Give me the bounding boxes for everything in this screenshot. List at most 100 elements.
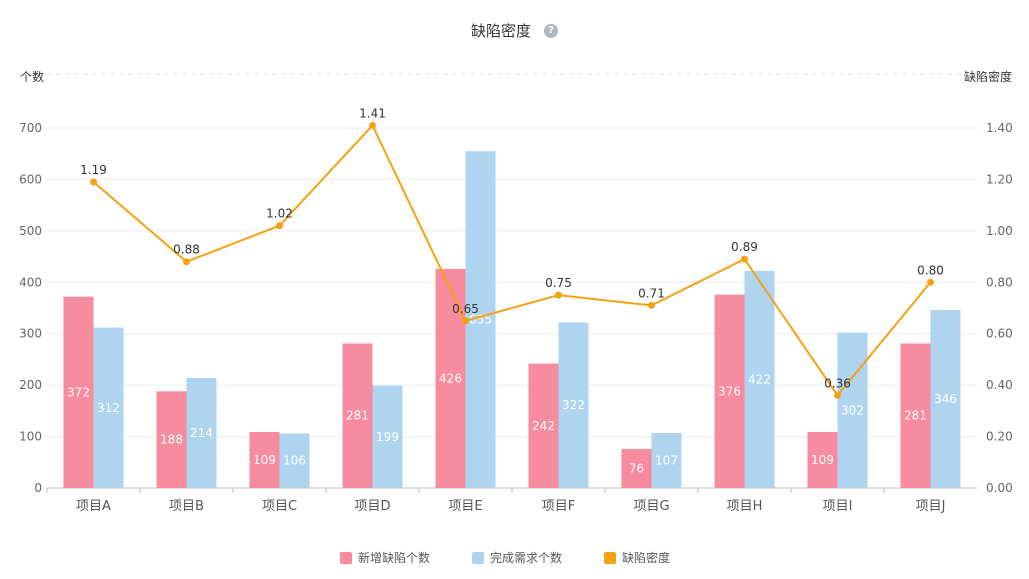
left-tick-label: 100	[19, 430, 42, 444]
chart-title-bar: 缺陷密度 ?	[0, 20, 1029, 44]
bar-value-label: 199	[376, 430, 399, 444]
bar-value-label: 109	[253, 453, 276, 467]
right-tick-label: 0.80	[986, 275, 1013, 289]
x-tick-label: 项目F	[542, 499, 575, 514]
bar-value-label: 214	[190, 426, 213, 440]
legend-swatch	[340, 551, 352, 564]
bar-completed-requirements	[558, 322, 589, 488]
x-tick-label: 项目J	[916, 499, 946, 514]
legend-label: 完成需求个数	[490, 551, 563, 565]
bar-new-defects	[714, 294, 745, 488]
bar-value-label: 312	[97, 401, 120, 415]
x-tick-label: 项目B	[169, 499, 204, 514]
x-tick-label: 项目C	[262, 499, 297, 514]
defect-density-label: 1.02	[266, 207, 293, 221]
bar-new-defects	[63, 296, 94, 488]
x-tick-label: 项目G	[633, 499, 669, 514]
bar-new-defects	[435, 268, 466, 488]
bar-value-label: 281	[904, 409, 927, 423]
left-axis-title: 个数	[20, 70, 45, 84]
defect-density-label: 0.65	[452, 302, 479, 316]
x-tick-label: 项目A	[76, 499, 111, 514]
bar-value-label: 107	[655, 453, 678, 467]
bar-completed-requirements	[93, 327, 124, 488]
x-tick-label: 项目H	[727, 499, 763, 514]
defect-density-label: 0.36	[824, 376, 851, 390]
bar-value-label: 188	[160, 433, 183, 447]
right-tick-label: 1.00	[986, 224, 1013, 238]
defect-density-point	[90, 178, 97, 186]
legend-item-defect-density[interactable]: 缺陷密度	[604, 549, 670, 566]
legend-swatch	[604, 551, 616, 564]
defect-density-point	[648, 301, 655, 309]
bar-new-defects	[528, 363, 559, 488]
left-tick-label: 0	[34, 481, 42, 495]
x-tick-label: 项目I	[823, 499, 853, 514]
bar-new-defects	[807, 431, 838, 488]
defect-density-label: 1.19	[80, 163, 107, 177]
x-tick-label: 项目D	[354, 499, 390, 514]
bar-new-defects	[900, 343, 931, 488]
legend-label: 新增缺陷个数	[358, 551, 431, 565]
bar-new-defects	[156, 391, 187, 488]
defect-density-point	[927, 278, 934, 286]
left-tick-label: 200	[19, 378, 42, 392]
legend: 新增缺陷个数 完成需求个数 缺陷密度	[0, 549, 1029, 567]
bar-value-label: 422	[748, 372, 771, 386]
bar-completed-requirements	[744, 270, 775, 488]
bar-completed-requirements	[186, 377, 217, 488]
defect-density-point	[555, 291, 562, 299]
defect-density-point	[462, 317, 469, 325]
bar-value-label: 76	[629, 461, 644, 475]
question-circle-icon[interactable]: ?	[544, 23, 559, 38]
bar-value-label: 426	[439, 371, 462, 385]
bar-value-label: 372	[67, 385, 90, 399]
defect-density-point	[741, 255, 748, 263]
defect-density-point	[183, 258, 190, 266]
bar-completed-requirements	[837, 332, 868, 488]
bar-new-defects	[621, 448, 652, 488]
bar-completed-requirements	[372, 385, 403, 488]
chart-title: 缺陷密度	[470, 22, 531, 40]
legend-item-completed-requirements[interactable]: 完成需求个数	[472, 549, 562, 566]
bar-new-defects	[342, 343, 373, 488]
right-tick-label: 0.00	[986, 481, 1013, 495]
bar-value-label: 302	[841, 403, 864, 417]
bar-value-label: 281	[346, 409, 369, 423]
bar-completed-requirements	[279, 433, 310, 488]
bar-completed-requirements	[930, 310, 961, 488]
defect-density-label: 1.41	[359, 106, 386, 120]
right-tick-label: 0.40	[986, 378, 1013, 392]
right-tick-label: 1.20	[986, 172, 1013, 186]
x-tick-label: 项目E	[448, 499, 482, 514]
right-tick-label: 0.20	[986, 430, 1013, 444]
bar-value-label: 109	[811, 453, 834, 467]
left-tick-label: 500	[19, 224, 42, 238]
defect-density-label: 0.75	[545, 276, 572, 290]
bar-value-label: 376	[718, 384, 741, 398]
bar-value-label: 346	[934, 392, 957, 406]
right-tick-label: 1.40	[986, 121, 1013, 135]
right-tick-label: 0.60	[986, 327, 1013, 341]
defect-density-label: 0.80	[917, 263, 944, 277]
left-tick-label: 300	[19, 327, 42, 341]
left-tick-label: 700	[19, 121, 42, 135]
bar-value-label: 322	[562, 398, 585, 412]
legend-label: 缺陷密度	[622, 551, 671, 565]
defect-density-point	[369, 121, 376, 129]
bar-value-label: 106	[283, 454, 306, 468]
defect-density-point	[834, 391, 841, 399]
left-tick-label: 600	[19, 172, 42, 186]
bar-completed-requirements	[651, 432, 682, 488]
defect-density-point	[276, 222, 283, 230]
defect-density-label: 0.71	[638, 286, 665, 300]
bar-value-label: 242	[532, 419, 555, 433]
defect-density-line	[92, 124, 932, 397]
legend-item-new-defects[interactable]: 新增缺陷个数	[340, 549, 430, 566]
left-tick-label: 400	[19, 275, 42, 289]
legend-swatch	[472, 551, 484, 564]
bar-new-defects	[249, 431, 280, 488]
defect-density-label: 0.89	[731, 240, 758, 254]
defect-density-label: 0.88	[173, 243, 200, 257]
